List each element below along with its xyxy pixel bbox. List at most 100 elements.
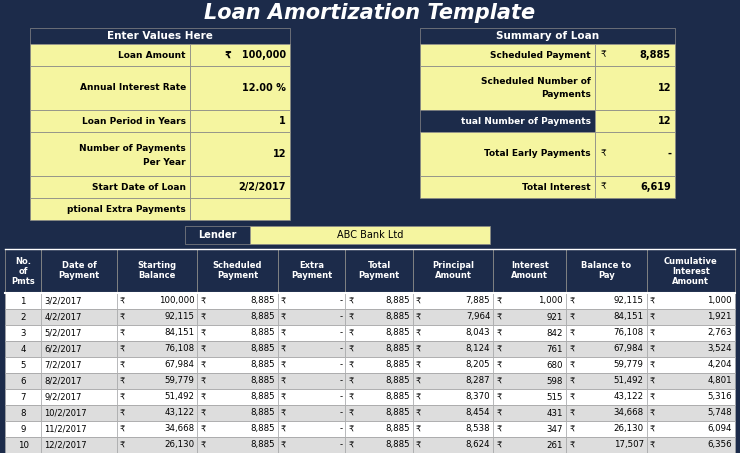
FancyBboxPatch shape xyxy=(198,373,278,389)
FancyBboxPatch shape xyxy=(494,437,566,453)
Text: ₹: ₹ xyxy=(416,361,421,370)
FancyBboxPatch shape xyxy=(420,176,595,198)
FancyBboxPatch shape xyxy=(647,293,735,309)
Text: ₹: ₹ xyxy=(120,409,125,418)
Text: Payment: Payment xyxy=(358,271,400,280)
FancyBboxPatch shape xyxy=(647,389,735,405)
Text: 12: 12 xyxy=(272,149,286,159)
FancyBboxPatch shape xyxy=(595,66,675,110)
FancyBboxPatch shape xyxy=(190,198,290,220)
FancyBboxPatch shape xyxy=(5,373,41,389)
FancyBboxPatch shape xyxy=(413,389,494,405)
Text: Annual Interest Rate: Annual Interest Rate xyxy=(80,83,186,92)
FancyBboxPatch shape xyxy=(5,249,41,293)
Text: Payment: Payment xyxy=(291,271,332,280)
Text: Scheduled: Scheduled xyxy=(213,261,262,270)
FancyBboxPatch shape xyxy=(30,198,190,220)
Text: ₹: ₹ xyxy=(349,440,354,449)
Text: ₹: ₹ xyxy=(650,440,655,449)
FancyBboxPatch shape xyxy=(278,341,346,357)
FancyBboxPatch shape xyxy=(346,421,413,437)
FancyBboxPatch shape xyxy=(647,341,735,357)
FancyBboxPatch shape xyxy=(566,357,647,373)
Text: 8,454: 8,454 xyxy=(465,409,491,418)
FancyBboxPatch shape xyxy=(494,389,566,405)
FancyBboxPatch shape xyxy=(494,405,566,421)
Text: ₹: ₹ xyxy=(120,313,125,322)
FancyBboxPatch shape xyxy=(117,293,198,309)
Text: ₹: ₹ xyxy=(497,376,502,386)
Text: 7: 7 xyxy=(21,392,26,401)
Text: 4: 4 xyxy=(21,344,26,353)
FancyBboxPatch shape xyxy=(41,249,117,293)
Text: 6,619: 6,619 xyxy=(640,182,671,192)
FancyBboxPatch shape xyxy=(346,325,413,341)
FancyBboxPatch shape xyxy=(420,44,595,66)
Text: -: - xyxy=(339,344,343,353)
FancyBboxPatch shape xyxy=(647,405,735,421)
FancyBboxPatch shape xyxy=(41,421,117,437)
Text: 12/2/2017: 12/2/2017 xyxy=(44,440,87,449)
Text: Interest: Interest xyxy=(672,266,710,275)
FancyBboxPatch shape xyxy=(566,421,647,437)
FancyBboxPatch shape xyxy=(278,373,346,389)
FancyBboxPatch shape xyxy=(278,325,346,341)
FancyBboxPatch shape xyxy=(117,421,198,437)
FancyBboxPatch shape xyxy=(190,176,290,198)
Text: ₹: ₹ xyxy=(201,440,206,449)
Text: ₹: ₹ xyxy=(280,361,286,370)
Text: 2: 2 xyxy=(21,313,26,322)
Text: 1,000: 1,000 xyxy=(539,297,563,305)
FancyBboxPatch shape xyxy=(278,389,346,405)
FancyBboxPatch shape xyxy=(5,293,41,309)
FancyBboxPatch shape xyxy=(566,325,647,341)
FancyBboxPatch shape xyxy=(5,357,41,373)
Text: ₹: ₹ xyxy=(497,328,502,337)
Text: ₹: ₹ xyxy=(280,376,286,386)
Text: Extra: Extra xyxy=(299,261,324,270)
Text: 8,885: 8,885 xyxy=(386,297,410,305)
Text: 8: 8 xyxy=(21,409,26,418)
FancyBboxPatch shape xyxy=(647,325,735,341)
Text: 8,885: 8,885 xyxy=(250,376,275,386)
Text: ₹: ₹ xyxy=(416,297,421,305)
Text: Date of: Date of xyxy=(61,261,96,270)
Text: -: - xyxy=(339,440,343,449)
Text: 34,668: 34,668 xyxy=(164,424,194,434)
Text: 2,763: 2,763 xyxy=(707,328,732,337)
Text: 3: 3 xyxy=(21,328,26,337)
Text: -: - xyxy=(339,424,343,434)
Text: Balance to: Balance to xyxy=(582,261,631,270)
FancyBboxPatch shape xyxy=(198,293,278,309)
Text: ₹: ₹ xyxy=(120,376,125,386)
FancyBboxPatch shape xyxy=(420,132,595,176)
FancyBboxPatch shape xyxy=(566,405,647,421)
Text: 4,801: 4,801 xyxy=(707,376,732,386)
Text: ₹: ₹ xyxy=(497,424,502,434)
FancyBboxPatch shape xyxy=(494,341,566,357)
FancyBboxPatch shape xyxy=(30,110,190,132)
FancyBboxPatch shape xyxy=(30,176,190,198)
FancyBboxPatch shape xyxy=(5,325,41,341)
Text: -: - xyxy=(339,376,343,386)
Text: 8,885: 8,885 xyxy=(640,50,671,60)
Text: 921: 921 xyxy=(547,313,563,322)
Text: 5: 5 xyxy=(21,361,26,370)
Text: 3,524: 3,524 xyxy=(707,344,732,353)
Text: ₹: ₹ xyxy=(650,297,655,305)
Text: Lender: Lender xyxy=(198,230,237,240)
Text: Loan Amount: Loan Amount xyxy=(118,50,186,59)
Text: 51,492: 51,492 xyxy=(164,392,194,401)
Text: 8,885: 8,885 xyxy=(250,361,275,370)
Text: -: - xyxy=(339,392,343,401)
Text: 6,356: 6,356 xyxy=(707,440,732,449)
Text: ₹: ₹ xyxy=(650,424,655,434)
FancyBboxPatch shape xyxy=(566,249,647,293)
FancyBboxPatch shape xyxy=(566,309,647,325)
Text: ₹: ₹ xyxy=(280,409,286,418)
Text: ₹: ₹ xyxy=(416,440,421,449)
Text: 67,984: 67,984 xyxy=(164,361,194,370)
Text: ₹: ₹ xyxy=(349,392,354,401)
FancyBboxPatch shape xyxy=(494,373,566,389)
FancyBboxPatch shape xyxy=(413,293,494,309)
